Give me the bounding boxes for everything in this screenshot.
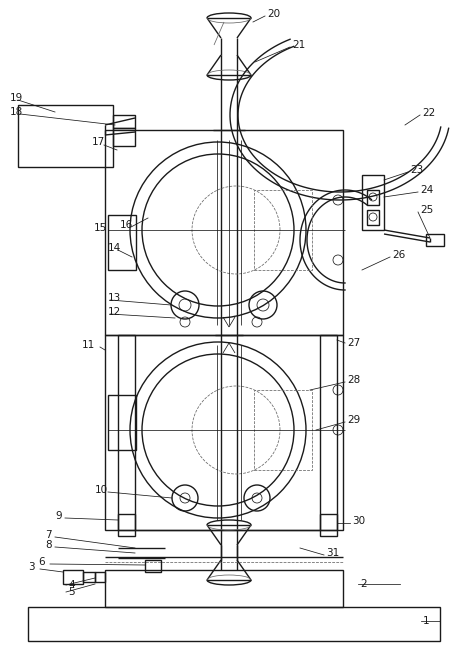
- Text: 1: 1: [423, 616, 430, 626]
- Bar: [63, 570, 83, 584]
- Text: 30: 30: [352, 516, 365, 526]
- Text: 26: 26: [392, 250, 405, 260]
- Text: 10: 10: [95, 485, 108, 495]
- Bar: [108, 395, 136, 450]
- Text: 15: 15: [94, 223, 107, 233]
- Bar: [254, 390, 312, 470]
- Text: 22: 22: [422, 108, 435, 118]
- Text: 31: 31: [326, 548, 339, 558]
- Bar: [83, 572, 95, 582]
- Bar: [18, 105, 113, 167]
- Text: 24: 24: [420, 185, 433, 195]
- Text: 12: 12: [108, 307, 121, 317]
- Bar: [113, 128, 135, 146]
- Text: 21: 21: [292, 40, 305, 50]
- Bar: [426, 234, 444, 246]
- Bar: [254, 190, 312, 270]
- Bar: [28, 607, 440, 641]
- Text: 28: 28: [347, 375, 360, 385]
- Text: 23: 23: [410, 165, 423, 175]
- Text: 8: 8: [45, 540, 51, 550]
- Text: 17: 17: [92, 137, 105, 147]
- Text: 3: 3: [28, 562, 35, 572]
- Text: 13: 13: [108, 293, 121, 303]
- Text: 29: 29: [347, 415, 360, 425]
- Bar: [367, 190, 379, 205]
- Text: 19: 19: [10, 93, 23, 103]
- Text: 18: 18: [10, 107, 23, 117]
- Bar: [367, 210, 379, 225]
- Text: 27: 27: [347, 338, 360, 348]
- Bar: [113, 115, 135, 128]
- Bar: [105, 130, 343, 335]
- Bar: [362, 175, 384, 230]
- Bar: [105, 570, 343, 607]
- Text: 20: 20: [267, 9, 280, 19]
- Text: 25: 25: [420, 205, 433, 215]
- Bar: [320, 514, 337, 536]
- Bar: [145, 560, 161, 572]
- Text: 5: 5: [68, 587, 74, 597]
- Text: 14: 14: [108, 243, 121, 253]
- Bar: [108, 215, 136, 270]
- Text: 11: 11: [82, 340, 95, 350]
- Text: 4: 4: [68, 580, 74, 590]
- Text: 16: 16: [120, 220, 133, 230]
- Bar: [118, 514, 135, 536]
- Bar: [105, 335, 343, 530]
- Bar: [95, 572, 105, 582]
- Text: 7: 7: [45, 530, 51, 540]
- Text: 6: 6: [38, 557, 44, 567]
- Text: 9: 9: [55, 511, 62, 521]
- Text: 2: 2: [360, 579, 366, 589]
